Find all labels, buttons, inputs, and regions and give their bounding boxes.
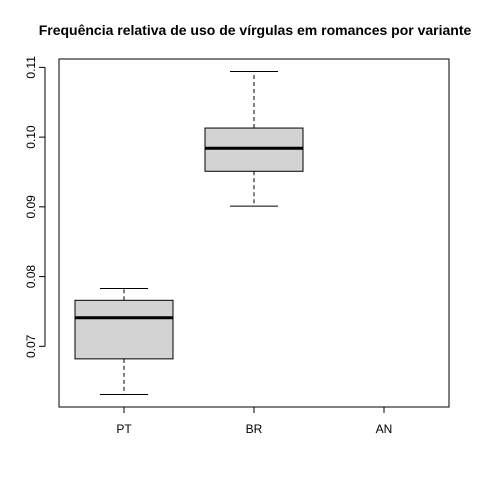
x-axis: PT BR AN: [116, 406, 393, 436]
y-tick-label: 0.07: [24, 334, 38, 358]
y-tick-label: 0.09: [24, 195, 38, 219]
y-tick-label: 0.08: [24, 265, 38, 289]
iqr-box: [74, 299, 174, 360]
y-axis: 0.07 0.08 0.09 0.10 0.11: [24, 56, 46, 358]
box-pt: [74, 287, 174, 395]
x-tick-label: AN: [376, 422, 393, 436]
boxes-group: [74, 71, 304, 395]
x-tick-label: BR: [246, 422, 263, 436]
chart-title: Frequência relativa de uso de vírgulas e…: [39, 22, 472, 38]
x-tick-label: PT: [116, 422, 132, 436]
y-tick-label: 0.11: [24, 56, 38, 79]
box-br: [204, 71, 304, 207]
y-tick-label: 0.10: [24, 125, 38, 149]
